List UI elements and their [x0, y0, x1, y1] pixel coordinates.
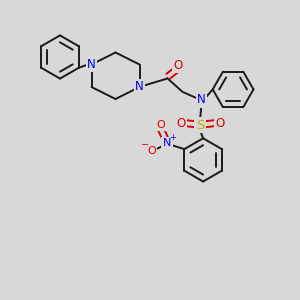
Text: S: S — [196, 119, 204, 132]
Text: N: N — [135, 80, 144, 94]
Text: N: N — [197, 93, 206, 106]
Text: N: N — [163, 138, 171, 148]
Text: +: + — [169, 133, 176, 142]
Text: O: O — [215, 116, 224, 130]
Text: O: O — [147, 146, 156, 157]
Text: O: O — [157, 120, 165, 130]
Text: O: O — [176, 116, 185, 130]
Text: O: O — [174, 59, 183, 72]
Text: −: − — [141, 140, 149, 150]
Text: N: N — [87, 58, 96, 71]
